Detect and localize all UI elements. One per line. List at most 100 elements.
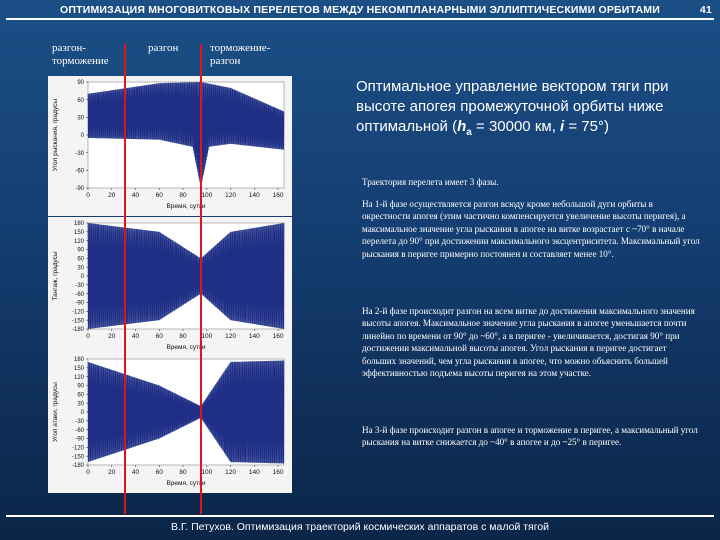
- yaw-angle-chart: 90 60 30 0 -30 -60 -90 0 20 40 60 80 100 120 140 160 Вре…: [48, 76, 292, 216]
- y-tick-label: -90: [75, 437, 84, 443]
- phase-label-2: разгон: [148, 42, 178, 55]
- y-tick-label: 180: [74, 221, 85, 227]
- y-tick-label: 30: [77, 401, 84, 407]
- x-tick-label: 140: [249, 192, 260, 199]
- y-tick-label: 90: [77, 384, 84, 390]
- y-tick-label: 180: [74, 357, 85, 363]
- x-axis-label: Время, сутки: [166, 480, 205, 487]
- heading-mid: = 30000 км,: [471, 118, 561, 135]
- y-tick-label: -90: [75, 186, 84, 192]
- phase-boundary-1: [124, 44, 126, 514]
- paragraph-2: На 1-й фазе осуществляется разгон всюду …: [362, 199, 700, 259]
- x-tick-label: 140: [249, 333, 260, 340]
- x-tick-label: 100: [201, 192, 212, 199]
- y-tick-label: -180: [72, 327, 85, 333]
- y-tick-label: 30: [77, 265, 84, 271]
- x-tick-label: 160: [273, 469, 284, 476]
- heading-text: Оптимальное управление вектором тяги при…: [356, 78, 669, 135]
- y-tick-label: -60: [75, 292, 84, 298]
- y-tick-label: -180: [72, 463, 85, 469]
- x-tick-label: 60: [156, 333, 164, 340]
- x-tick-label: 0: [86, 333, 90, 340]
- y-tick-label: 60: [77, 257, 84, 263]
- y-tick-label: -120: [72, 310, 85, 316]
- y-tick-label: -30: [75, 283, 84, 289]
- x-tick-label: 20: [108, 333, 116, 340]
- page-number: 41: [699, 4, 712, 16]
- y-tick-label: 60: [77, 393, 84, 399]
- y-tick-label: -90: [75, 301, 84, 307]
- y-axis-label: Угол атаки, градусы: [52, 382, 59, 442]
- data-series-line: [87, 360, 285, 464]
- phase-label-1: разгон- торможение: [52, 42, 109, 68]
- y-tick-label: 90: [77, 80, 84, 86]
- x-tick-label: 60: [156, 469, 164, 476]
- x-axis-label: Время, сутки: [166, 203, 205, 210]
- paragraph-4: На 3-й фазе происходит разгон в апогее и…: [362, 425, 698, 448]
- phase-2-text: разгон: [148, 42, 179, 54]
- x-tick-label: 40: [132, 192, 140, 199]
- title-text: ОПТИМИЗАЦИЯ МНОГОВИТКОВЫХ ПЕРЕЛЕТОВ МЕЖД…: [60, 4, 660, 16]
- x-tick-label: 80: [179, 469, 187, 476]
- x-tick-label: 20: [108, 192, 116, 199]
- paragraph-1: Траектория перелета имеет 3 фазы.: [362, 177, 499, 187]
- footer: В.Г. Петухов. Оптимизация траекторий кос…: [170, 521, 550, 533]
- heading-h: h: [457, 118, 467, 135]
- y-tick-label: 90: [77, 248, 84, 254]
- data-series-line: [87, 81, 285, 189]
- x-tick-label: 0: [86, 469, 90, 476]
- y-axis-label: Угол рыскания, градусы: [52, 99, 59, 171]
- bottom-rule: [6, 515, 714, 517]
- heading-i: i: [560, 118, 565, 135]
- x-tick-label: 160: [273, 192, 284, 199]
- y-tick-label: 30: [77, 116, 84, 122]
- x-tick-label: 100: [201, 469, 212, 476]
- y-tick-label: -150: [72, 454, 85, 460]
- y-tick-label: -30: [75, 419, 84, 425]
- y-tick-label: -150: [72, 318, 85, 324]
- pitch-angle-chart: 180 150 120 90 60 30 0 -30 -60 -90 -120 -150 -180 0 20…: [48, 217, 292, 357]
- x-tick-label: 40: [132, 333, 140, 340]
- data-series-line: [87, 222, 285, 330]
- x-tick-label: 120: [225, 469, 236, 476]
- x-axis-label: Время, сутки: [166, 344, 205, 351]
- x-tick-label: 80: [179, 192, 187, 199]
- phase-3-text: торможение- разгон: [210, 42, 271, 67]
- x-tick-label: 120: [225, 333, 236, 340]
- y-tick-label: -120: [72, 446, 85, 452]
- x-tick-label: 0: [86, 192, 90, 199]
- y-tick-label: 0: [81, 274, 85, 280]
- y-tick-label: 0: [81, 133, 85, 139]
- heading-end: = 75°): [564, 118, 609, 135]
- top-rule: [6, 18, 714, 20]
- phase-1-text: разгон- торможение: [52, 42, 109, 67]
- x-tick-label: 80: [179, 333, 187, 340]
- y-tick-label: 150: [74, 230, 85, 236]
- y-tick-label: 120: [74, 239, 85, 245]
- y-axis-label: Тангаж, градусы: [52, 251, 59, 301]
- heading-sub: a: [466, 127, 472, 138]
- y-tick-label: 0: [81, 410, 85, 416]
- x-tick-label: 40: [132, 469, 140, 476]
- x-tick-label: 140: [249, 469, 260, 476]
- x-tick-label: 120: [225, 192, 236, 199]
- slide-title: ОПТИМИЗАЦИЯ МНОГОВИТКОВЫХ ПЕРЕЛЕТОВ МЕЖД…: [0, 4, 720, 16]
- y-tick-label: 150: [74, 366, 85, 372]
- x-tick-label: 100: [201, 333, 212, 340]
- x-tick-label: 160: [273, 333, 284, 340]
- slide-heading: Оптимальное управление вектором тяги при…: [356, 77, 706, 143]
- y-tick-label: -60: [75, 428, 84, 434]
- y-tick-label: -30: [75, 151, 84, 157]
- x-tick-label: 60: [156, 192, 164, 199]
- phase-boundary-2: [200, 44, 202, 514]
- attack-angle-chart: 180 150 120 90 60 30 0 -30 -60 -90 -120 -150 -180 0 20…: [48, 353, 292, 493]
- x-tick-label: 20: [108, 469, 116, 476]
- paragraph-3: На 2-й фазе происходит разгон на всем ви…: [362, 306, 695, 379]
- y-tick-label: 120: [74, 375, 85, 381]
- phase-label-3: торможение- разгон: [210, 42, 270, 68]
- y-tick-label: 60: [77, 98, 84, 104]
- y-tick-label: -60: [75, 169, 84, 175]
